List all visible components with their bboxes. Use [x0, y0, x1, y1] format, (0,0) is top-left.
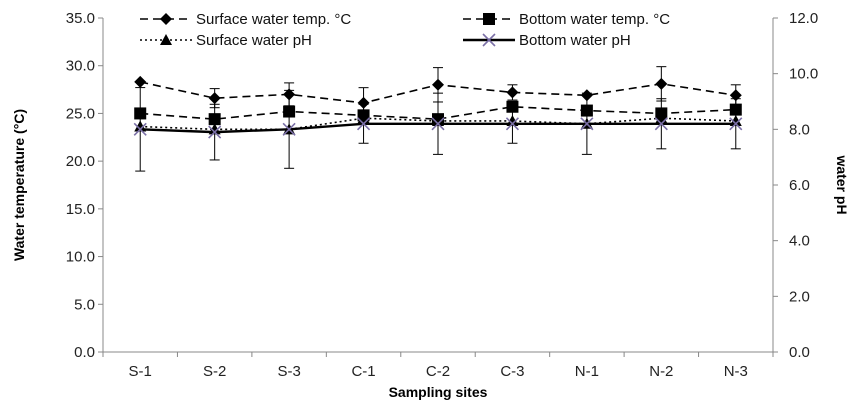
left-tick-label: 5.0 — [74, 296, 95, 313]
legend-label: Surface water temp. °C — [196, 11, 351, 28]
legend-label: Surface water pH — [196, 32, 312, 49]
data-point — [729, 117, 743, 131]
data-point — [654, 117, 668, 131]
legend-item-1: Bottom water temp. °C — [463, 11, 670, 28]
legend-item-3: Bottom water pH — [463, 32, 631, 49]
right-tick-label: 8.0 — [789, 121, 810, 138]
legend-label: Bottom water pH — [519, 32, 631, 49]
legend-marker — [483, 13, 495, 25]
x-marker-stroke — [356, 117, 371, 131]
series-3 — [133, 87, 743, 172]
right-tick-label: 0.0 — [789, 344, 810, 361]
data-point — [134, 75, 147, 88]
data-point — [580, 117, 594, 131]
left-tick-label: 10.0 — [66, 249, 95, 266]
x-tick-label: S-2 — [203, 363, 226, 380]
legend-marker — [482, 33, 496, 47]
x-tick-label: C-3 — [500, 363, 524, 380]
data-point — [505, 117, 520, 131]
x-marker-stroke — [208, 125, 222, 139]
right-tick-label: 12.0 — [789, 10, 818, 27]
data-point — [506, 86, 519, 99]
right-tick-label: 10.0 — [789, 66, 818, 83]
legend-marker — [160, 13, 172, 25]
legend-label: Bottom water temp. °C — [519, 11, 670, 28]
data-point — [357, 96, 370, 109]
x-marker-stroke — [482, 33, 496, 47]
x-marker-stroke — [580, 117, 594, 131]
data-point — [655, 77, 668, 90]
axes: 0.0 5.0 10.0 15.0 20.0 25.0 30.0 35.0 0.0 2.0 4.0 6… — [66, 10, 818, 380]
data-point — [356, 117, 371, 131]
x-marker-stroke — [729, 117, 743, 131]
x-marker-stroke — [654, 117, 668, 131]
x-tick-label: S-3 — [277, 363, 300, 380]
right-tick-label: 6.0 — [789, 177, 810, 194]
series-layer — [133, 66, 743, 172]
right-tick-label: 2.0 — [789, 288, 810, 305]
right-tick-label: 4.0 — [789, 233, 810, 250]
series-0 — [134, 66, 742, 119]
left-tick-label: 20.0 — [66, 153, 95, 170]
x-tick-label: S-1 — [129, 363, 152, 380]
left-y-axis-title: Water temperature (°C) — [11, 109, 27, 261]
left-tick-label: 0.0 — [74, 344, 95, 361]
legend-item-2: Surface water pH — [140, 32, 312, 49]
data-point — [208, 92, 221, 105]
left-tick-label: 35.0 — [66, 10, 95, 27]
x-tick-label: C-2 — [426, 363, 450, 380]
x-tick-label: C-1 — [351, 363, 375, 380]
data-point — [282, 122, 296, 136]
right-y-axis-title: water pH — [834, 154, 850, 214]
x-marker-stroke — [282, 122, 296, 136]
x-tick-label: N-2 — [649, 363, 673, 380]
data-point — [431, 117, 445, 131]
x-marker-stroke — [431, 117, 445, 131]
legend: Surface water temp. °C Bottom water temp.… — [140, 11, 670, 49]
legend-marker — [160, 34, 172, 45]
series-line — [140, 105, 736, 120]
x-tick-label: N-3 — [724, 363, 748, 380]
legend-item-0: Surface water temp. °C — [140, 11, 351, 28]
left-tick-label: 30.0 — [66, 58, 95, 75]
left-tick-label: 25.0 — [66, 105, 95, 122]
x-marker-stroke — [133, 122, 147, 136]
x-tick-label: N-1 — [575, 363, 599, 380]
x-marker-stroke — [505, 117, 520, 131]
x-axis-title: Sampling sites — [389, 384, 488, 400]
data-point — [133, 122, 147, 136]
data-point — [432, 78, 444, 91]
data-point — [208, 125, 222, 139]
left-tick-label: 15.0 — [66, 201, 95, 218]
